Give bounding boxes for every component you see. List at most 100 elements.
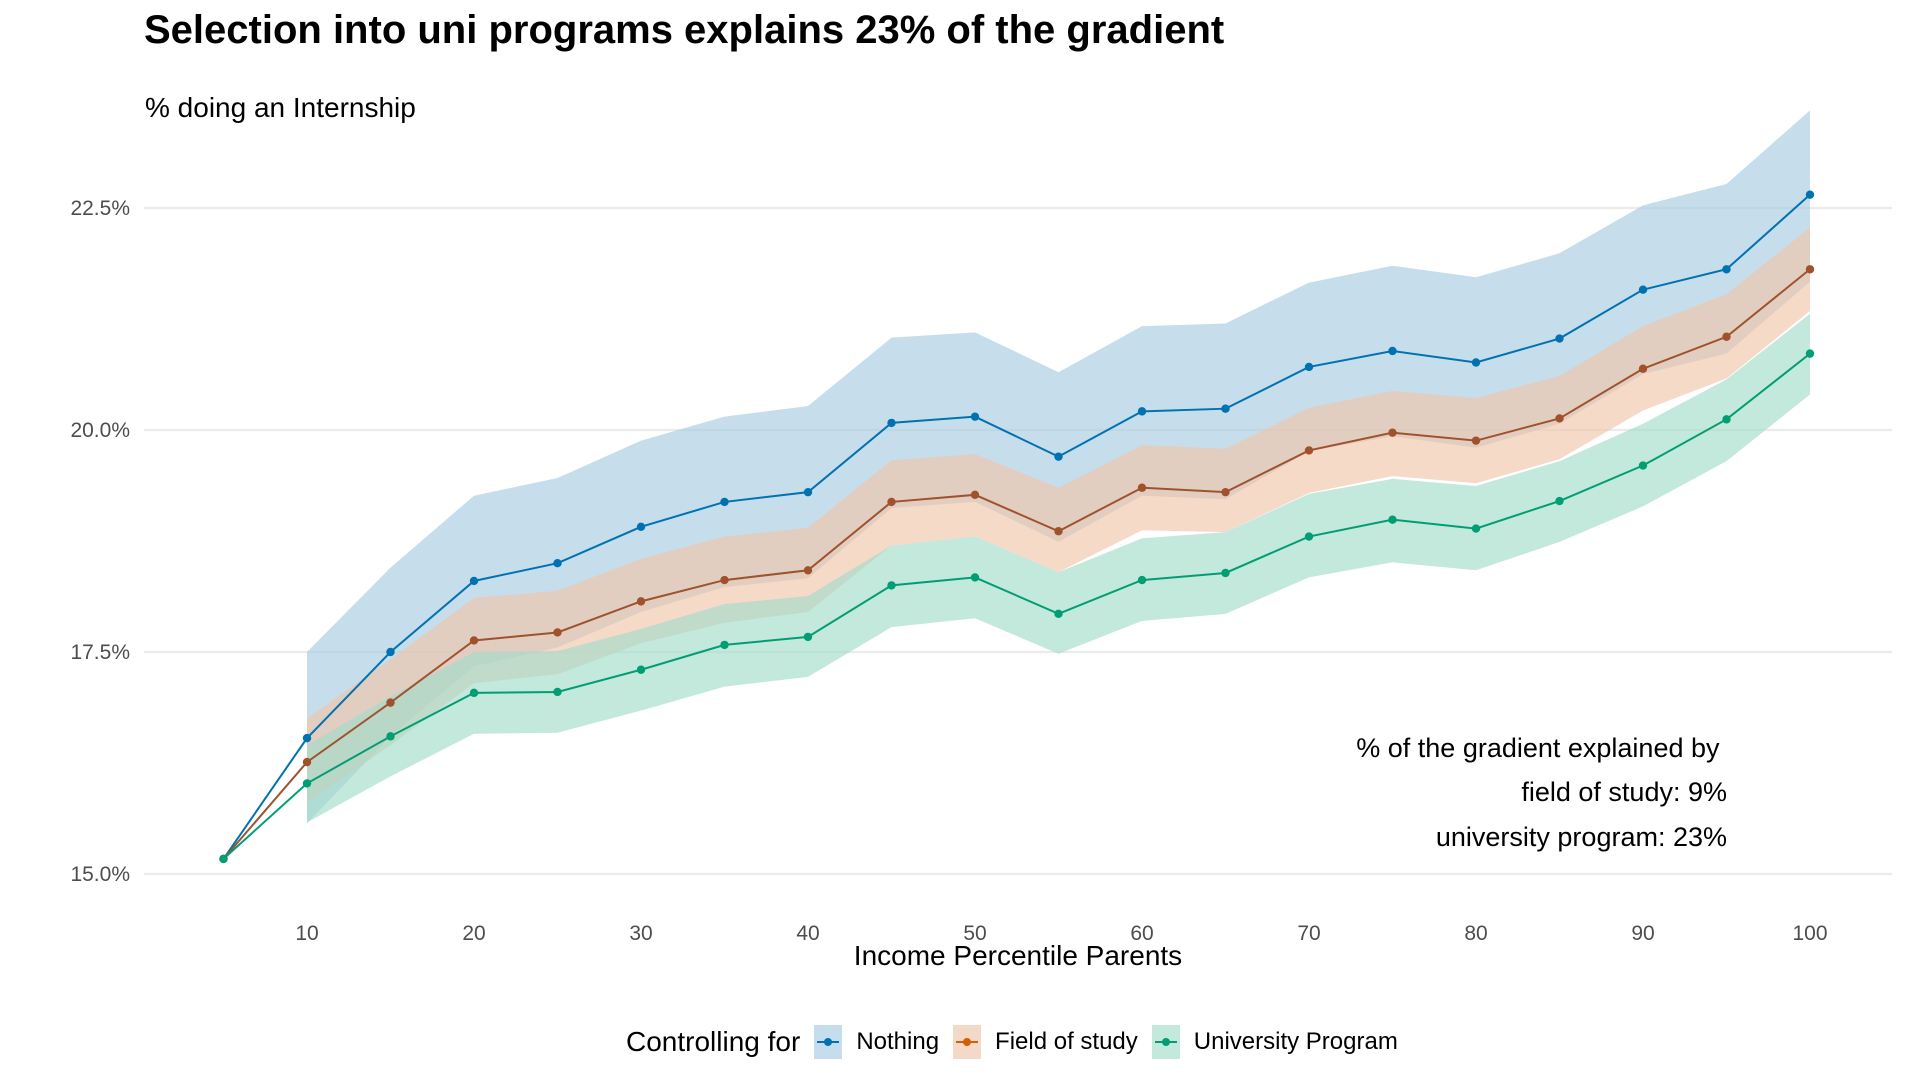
data-point-field-of-study	[1471, 436, 1481, 445]
data-point-university-program	[386, 732, 395, 741]
data-point-university-program	[636, 665, 646, 674]
data-point-university-program	[887, 581, 896, 590]
data-point-nothing	[1805, 190, 1815, 199]
data-point-nothing	[1221, 404, 1230, 413]
x-tick-label: 70	[1297, 922, 1320, 945]
data-point-university-program	[1304, 532, 1314, 541]
x-axis-ticks: 10 20 30 40 50 60 70 80 90 100	[295, 922, 1827, 945]
legend-item-nothing[interactable]: Nothing	[814, 1025, 939, 1059]
data-point-field-of-study	[553, 628, 562, 637]
data-point-nothing	[302, 733, 312, 743]
x-axis-title: Income Percentile Parents	[854, 940, 1182, 971]
data-point-nothing	[970, 412, 980, 421]
data-point-nothing	[720, 497, 729, 507]
legend-label: University Program	[1193, 1028, 1398, 1055]
data-point-field-of-study	[636, 597, 646, 606]
series-line-nothing	[222, 193, 1811, 860]
data-point-field-of-study	[1137, 483, 1147, 492]
chart-subtitle: % doing an Internship	[145, 92, 416, 123]
data-point-nothing	[1054, 452, 1063, 461]
chart-title: Selection into uni programs explains 23%…	[144, 8, 1225, 52]
data-point-field-of-study	[1304, 446, 1314, 455]
x-tick-label: 100	[1792, 922, 1827, 945]
data-point-nothing	[887, 418, 896, 428]
data-point-nothing	[803, 487, 813, 497]
legend-title: Controlling for	[626, 1026, 801, 1057]
data-point-university-program	[803, 632, 813, 642]
data-point-field-of-study	[469, 636, 479, 645]
data-point-university-program	[970, 573, 980, 582]
annotation-line-3: university program: 23%	[1436, 822, 1727, 852]
data-point-nothing	[1388, 346, 1397, 356]
ci-ribbon-nothing	[307, 110, 1810, 824]
data-point-field-of-study	[1555, 414, 1564, 423]
legend-label: Nothing	[856, 1028, 940, 1055]
ci-ribbon-field-of-study	[307, 227, 1810, 803]
data-point-university-program	[1221, 568, 1230, 578]
legend-key-nothing	[814, 1025, 843, 1059]
data-point-university-program	[1054, 609, 1063, 619]
series-lines	[222, 193, 1811, 860]
data-point-field-of-study	[1722, 332, 1731, 341]
x-tick-label: 80	[1464, 922, 1487, 945]
data-point-nothing	[1722, 265, 1731, 274]
legend-key-university-program	[1151, 1025, 1180, 1059]
data-point-nothing	[469, 576, 479, 586]
x-tick-label: 90	[1631, 922, 1654, 945]
x-tick-label: 50	[963, 922, 986, 945]
series-points	[219, 190, 1815, 864]
legend-item-field-of-study[interactable]: Field of study	[953, 1025, 1138, 1059]
y-tick-label: 17.5%	[70, 641, 130, 664]
data-point-university-program	[302, 779, 312, 788]
data-point-university-program	[1805, 349, 1815, 358]
data-point-nothing	[553, 559, 562, 568]
x-tick-label: 30	[629, 922, 652, 945]
data-point-nothing	[1304, 362, 1314, 372]
y-tick-label: 22.5%	[70, 197, 130, 220]
data-point-nothing	[636, 522, 646, 531]
x-tick-label: 10	[295, 922, 318, 945]
data-point-field-of-study	[1221, 487, 1230, 497]
data-point-university-program	[1137, 575, 1147, 585]
chart-canvas: 15.0%17.5%20.0%22.5% 10 20 30 40 50 60 70 80 90 1…	[70, 110, 1892, 971]
confidence-ribbons	[307, 110, 1810, 824]
data-point-university-program	[219, 854, 228, 864]
data-point-university-program	[1555, 496, 1564, 506]
legend: Controlling for Nothing Field of study U…	[626, 1020, 1412, 1064]
y-tick-label: 15.0%	[70, 863, 130, 886]
x-tick-label: 40	[796, 922, 819, 945]
data-point-nothing	[1137, 407, 1147, 416]
data-point-field-of-study	[1388, 428, 1397, 437]
annotation-line-2: field of study: 9%	[1521, 777, 1727, 807]
legend-item-university-program[interactable]: University Program	[1151, 1025, 1398, 1059]
data-point-university-program	[1638, 461, 1648, 470]
ci-ribbon-university-program	[307, 313, 1810, 823]
data-point-nothing	[386, 647, 395, 657]
y-tick-label: 20.0%	[70, 419, 130, 442]
series-line-university-program	[222, 352, 1811, 860]
data-point-field-of-study	[302, 757, 312, 767]
legend-label: Field of study	[995, 1028, 1138, 1055]
data-point-university-program	[469, 688, 479, 698]
annotation-line-1: % of the gradient explained by	[1356, 733, 1727, 763]
gradient-annotation: % of the gradient explained by field of …	[1356, 733, 1727, 852]
x-tick-label: 20	[462, 922, 485, 945]
data-point-field-of-study	[386, 698, 395, 707]
data-point-university-program	[1722, 415, 1731, 424]
data-point-university-program	[1388, 515, 1397, 524]
data-point-field-of-study	[1054, 527, 1063, 536]
legend-key-field-of-study	[953, 1025, 982, 1059]
data-point-field-of-study	[887, 497, 896, 507]
data-point-nothing	[1555, 334, 1564, 343]
data-point-field-of-study	[720, 575, 729, 585]
data-point-field-of-study	[803, 566, 813, 575]
data-point-field-of-study	[970, 490, 980, 500]
data-point-field-of-study	[1805, 265, 1815, 274]
data-point-university-program	[1471, 524, 1481, 533]
data-point-university-program	[553, 687, 562, 697]
data-point-nothing	[1638, 285, 1648, 294]
series-line-field-of-study	[222, 268, 1811, 860]
data-point-university-program	[720, 640, 729, 650]
y-axis-ticks: 15.0% 17.5% 20.0% 22.5%	[70, 197, 130, 886]
data-point-nothing	[1471, 358, 1481, 367]
